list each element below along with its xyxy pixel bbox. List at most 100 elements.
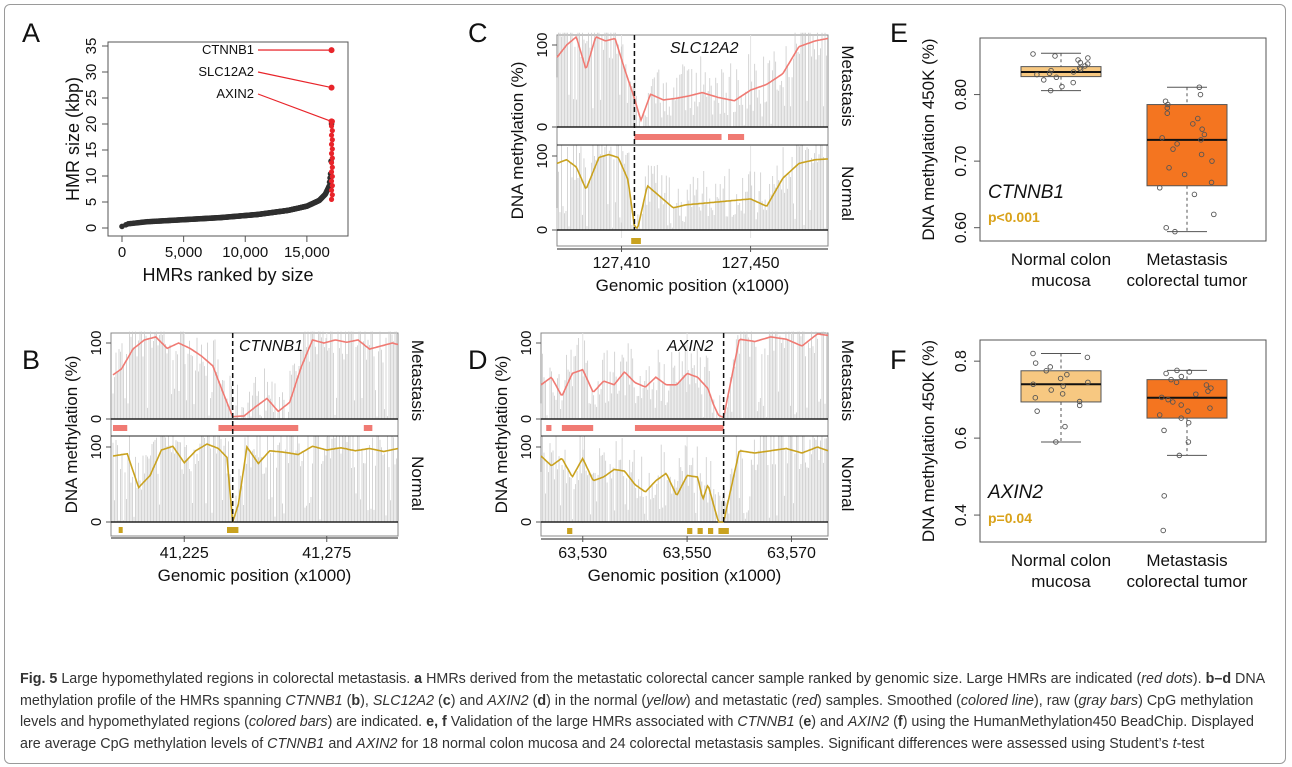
category-label-metastasis: Metastasis xyxy=(1146,551,1227,570)
sample-point xyxy=(1164,371,1169,376)
y-tick-label: 5 xyxy=(83,198,100,206)
caption-italic: colored bars xyxy=(249,714,328,730)
y-tick-label: 0 xyxy=(88,518,105,526)
track-label-metastasis: Metastasis xyxy=(408,340,427,421)
x-tick-label: 41,225 xyxy=(160,545,209,562)
caption-gene: CTNNB1 xyxy=(737,714,794,730)
large-hmr-point xyxy=(329,133,334,138)
caption-text: ) samples. Smoothed ( xyxy=(817,693,961,709)
raw-bars-normal xyxy=(113,436,397,522)
gene-label: SLC12A2 xyxy=(670,40,739,57)
x-axis-label: Genomic position (x1000) xyxy=(158,566,352,585)
x-axis-label: HMRs ranked by size xyxy=(142,265,313,285)
caption-italic: yellow xyxy=(646,693,686,709)
sample-point xyxy=(1162,428,1167,433)
smooth-line-normal xyxy=(541,447,828,522)
track-label-normal: Normal xyxy=(838,166,857,221)
figure-panels: ABCDEF0 5,000 10,000 15,00005101520253035HM… xyxy=(0,0,1292,668)
x-tick-label: 63,570 xyxy=(767,545,816,562)
annotation-point xyxy=(329,85,335,91)
large-hmr-point xyxy=(329,142,334,147)
caption-label-bd: b–d xyxy=(1206,671,1231,687)
category-label-metastasis: Metastasis xyxy=(1146,250,1227,269)
y-tick-label: 100 xyxy=(88,330,105,355)
gene-label: CTNNB1 xyxy=(988,182,1064,203)
sample-point xyxy=(1162,494,1167,499)
sample-point xyxy=(1053,54,1058,59)
y-tick-label: 0 xyxy=(534,226,551,234)
gene-label: AXIN2 xyxy=(987,482,1043,503)
hmr-bar-normal xyxy=(631,238,641,244)
y-tick-label: 25 xyxy=(83,90,100,107)
x-tick-label: 63,550 xyxy=(663,545,712,562)
y-tick-label: 0.70 xyxy=(953,145,970,176)
y-tick-label: 100 xyxy=(534,32,551,57)
y-tick-label: 30 xyxy=(83,64,100,81)
large-hmr-point xyxy=(330,156,335,161)
caption-text: ) in the normal ( xyxy=(546,693,646,709)
hmr-points xyxy=(119,119,335,229)
sample-point xyxy=(1086,56,1091,61)
hmr-bar-normal xyxy=(718,528,728,534)
y-tick-label: 0 xyxy=(88,415,105,423)
panel-letter-c: C xyxy=(468,18,488,48)
track-label-metastasis: Metastasis xyxy=(838,340,857,421)
caption-text: ) and metastatic ( xyxy=(686,693,796,709)
y-tick-label: 0.6 xyxy=(953,427,970,449)
hmr-bar-metastasis xyxy=(113,425,127,431)
sample-point xyxy=(1031,52,1036,57)
y-axis-label: DNA methylation 450K (%) xyxy=(919,38,938,240)
hmr-bar-normal xyxy=(687,528,692,534)
gene-label: AXIN2 xyxy=(666,338,713,355)
category-label-normal: mucosa xyxy=(1031,572,1091,591)
x-tick-label: 127,410 xyxy=(593,255,651,272)
x-axis-label: Genomic position (x1000) xyxy=(596,276,790,295)
y-tick-label: 15 xyxy=(83,142,100,159)
y-tick-label: 0.60 xyxy=(953,212,970,243)
x-axis-label: Genomic position (x1000) xyxy=(588,566,782,585)
hmr-bar-normal xyxy=(698,528,703,534)
large-hmr-point xyxy=(330,137,335,142)
caption-text: ) are indicated. xyxy=(328,714,423,730)
caption-text: ( xyxy=(434,693,443,709)
hmr-bar-metastasis xyxy=(546,425,551,431)
y-tick-label: 100 xyxy=(534,143,551,168)
category-label-normal: Normal colon xyxy=(1011,250,1111,269)
caption-gene: CTNNB1 xyxy=(267,736,324,752)
annotation-point xyxy=(329,118,335,124)
large-hmr-point xyxy=(330,128,335,133)
panel-letter-e: E xyxy=(890,18,908,48)
caption-label-ef: e, f xyxy=(426,714,447,730)
box-metastasis xyxy=(1147,380,1227,418)
sample-point xyxy=(1163,99,1168,104)
large-hmr-point xyxy=(329,169,334,174)
annotation-point xyxy=(329,47,335,53)
annotation-line xyxy=(258,94,332,121)
caption-gene: AXIN2 xyxy=(356,736,397,752)
hmr-bar-normal xyxy=(567,528,572,534)
y-tick-label: 10 xyxy=(83,168,100,185)
caption-gene: SLC12A2 xyxy=(373,693,434,709)
large-hmr-point xyxy=(330,146,335,151)
track-label-normal: Normal xyxy=(838,457,857,512)
hmr-bar-normal xyxy=(119,527,123,533)
y-tick-label: 35 xyxy=(83,38,100,55)
sample-point xyxy=(1161,528,1166,533)
y-tick-label: 0 xyxy=(518,415,535,423)
caption-gene: AXIN2 xyxy=(487,693,528,709)
hmr-bar-metastasis xyxy=(635,425,724,431)
y-tick-label: 0 xyxy=(83,224,100,232)
large-hmr-point xyxy=(330,165,335,170)
large-hmr-point xyxy=(329,160,334,165)
hmr-bar-metastasis xyxy=(218,425,298,431)
y-axis-label: DNA methylation (%) xyxy=(508,62,527,220)
caption-text: Validation of the large HMRs associated … xyxy=(447,714,738,730)
sample-point xyxy=(1048,365,1053,370)
raw-bars-normal xyxy=(557,145,827,230)
y-axis-label: DNA methylation (%) xyxy=(62,356,81,514)
large-hmr-point xyxy=(330,183,335,188)
y-tick-label: 20 xyxy=(83,116,100,133)
annotation-line xyxy=(258,72,332,88)
large-hmr-point xyxy=(330,174,335,179)
